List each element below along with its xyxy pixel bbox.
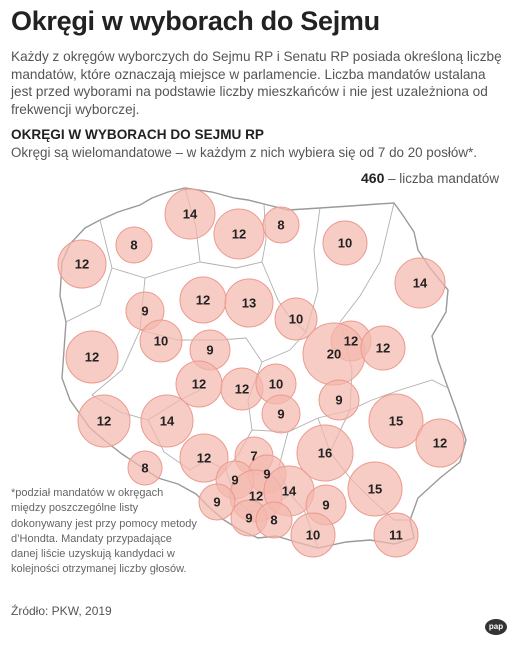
district-seat-count: 12 <box>196 293 210 308</box>
section-heading: OKRĘGI W WYBORACH DO SEJMU RP <box>11 127 265 142</box>
district-seat-count: 9 <box>263 467 270 482</box>
district-seat-count: 9 <box>206 343 213 358</box>
legend-label: – liczba mandatów <box>388 171 499 186</box>
district-circle <box>164 188 216 240</box>
district-circle <box>139 319 183 363</box>
district-circle <box>360 325 406 371</box>
district-seat-count: 8 <box>130 238 137 253</box>
district-seat-count: 9 <box>245 511 252 526</box>
district-circle <box>262 206 300 244</box>
district-circle <box>274 297 318 341</box>
district-seat-count: 7 <box>250 449 257 464</box>
district-seat-count: 12 <box>197 451 211 466</box>
district-seat-count: 12 <box>85 350 99 365</box>
district-circle <box>77 394 131 448</box>
district-seat-count: 12 <box>75 257 89 272</box>
district-circle <box>415 418 465 468</box>
district-seat-count: 14 <box>413 276 428 291</box>
district-seat-count: 12 <box>249 489 263 504</box>
district-circle <box>368 393 424 449</box>
district-seat-count: 10 <box>289 312 303 327</box>
district-circle <box>290 512 336 558</box>
district-seat-count: 10 <box>338 236 352 251</box>
district-seat-count: 15 <box>368 482 382 497</box>
district-circle <box>57 239 107 289</box>
district-seat-count: 8 <box>270 513 277 528</box>
district-seat-count: 13 <box>242 296 256 311</box>
intro-text: Każdy z okręgów wyborczych do Sejmu RP i… <box>11 49 502 117</box>
district-seat-count: 9 <box>322 498 329 513</box>
district-circle <box>213 208 265 260</box>
district-seat-count: 11 <box>389 528 403 543</box>
district-seat-count: 9 <box>231 473 238 488</box>
legend: 460 – liczba mandatów <box>361 170 499 186</box>
district-circle <box>322 220 368 266</box>
district-seat-count: 12 <box>433 436 447 451</box>
page-title: Okręgi w wyborach do Sejmu <box>11 6 380 36</box>
district-seat-count: 12 <box>344 334 358 349</box>
district-seat-count: 12 <box>235 382 249 397</box>
district-seat-count: 8 <box>141 461 148 476</box>
district-circle <box>65 330 119 384</box>
district-seat-count: 8 <box>277 218 284 233</box>
district-circle <box>127 450 163 486</box>
district-seat-count: 14 <box>282 484 297 499</box>
district-circle <box>318 379 360 421</box>
district-circle <box>140 394 194 448</box>
pap-logo: pap <box>485 619 507 635</box>
district-circle <box>179 433 229 483</box>
district-circle <box>347 461 403 517</box>
district-circle <box>261 394 301 434</box>
district-seat-count: 20 <box>327 347 341 362</box>
district-circle <box>255 501 293 539</box>
district-circle <box>224 278 274 328</box>
district-circle <box>198 483 236 521</box>
footnote: *podział mandatów w okręgach między posz… <box>11 487 197 576</box>
district-seat-count: 9 <box>141 304 148 319</box>
district-circle <box>296 424 354 482</box>
legend-total: 460 <box>361 170 385 186</box>
district-seat-count: 12 <box>232 227 246 242</box>
source: Źródło: PKW, 2019 <box>11 604 112 618</box>
district-seat-count: 10 <box>306 528 320 543</box>
district-seat-count: 14 <box>160 414 175 429</box>
section-description: Okręgi są wielomandatowe – w każdym z ni… <box>11 145 477 160</box>
district-seat-count: 9 <box>335 393 342 408</box>
district-seat-count: 9 <box>277 407 284 422</box>
district-circle <box>373 512 419 558</box>
district-seat-count: 12 <box>97 414 111 429</box>
district-seat-count: 14 <box>183 207 198 222</box>
district-seat-count: 15 <box>389 414 403 429</box>
district-circle <box>394 257 446 309</box>
district-seat-count: 10 <box>154 334 168 349</box>
district-seat-count: 10 <box>269 377 283 392</box>
district-seat-count: 16 <box>318 446 332 461</box>
district-seat-count: 12 <box>376 341 390 356</box>
district-circle <box>115 226 153 264</box>
district-seat-count: 9 <box>213 495 220 510</box>
district-seat-count: 12 <box>192 377 206 392</box>
